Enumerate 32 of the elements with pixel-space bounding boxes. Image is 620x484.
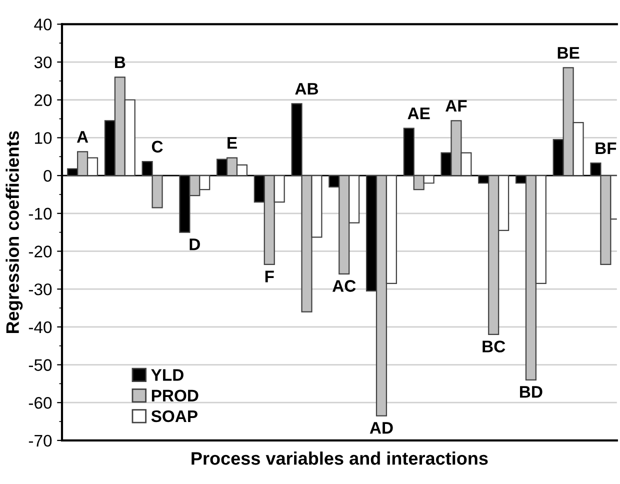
- legend-label: SOAP: [151, 410, 198, 422]
- y-axis-title: Regression coefficients: [6, 131, 23, 333]
- x-tick-label: BF: [596, 142, 616, 154]
- y-tick-label: -40: [28, 321, 52, 334]
- legend-label: PROD: [152, 390, 198, 402]
- y-tick-label: 10: [35, 132, 52, 144]
- y-tick-label: -70: [28, 434, 52, 447]
- y-tick-label: 40: [34, 18, 52, 30]
- x-tick-label: AD: [370, 422, 393, 434]
- x-tick-label: AC: [332, 280, 356, 292]
- x-tick-label: AB: [295, 83, 318, 95]
- y-tick-label: -10: [28, 208, 52, 220]
- x-tick-label: B: [115, 56, 126, 68]
- x-axis-title: Process variables and interactions: [192, 452, 488, 465]
- y-tick-label: -60: [28, 397, 52, 409]
- x-tick-label: E: [228, 137, 237, 149]
- y-tick-label: 30: [34, 56, 52, 68]
- y-tick-label: 20: [34, 94, 52, 106]
- x-tick-label: D: [190, 238, 200, 250]
- x-tick-label: BD: [520, 386, 542, 398]
- x-tick-label: C: [152, 140, 163, 153]
- x-tick-label: BC: [482, 340, 506, 352]
- x-tick-label: A: [76, 131, 88, 143]
- legend-label: YLD: [151, 369, 184, 381]
- y-tick-label: -50: [28, 359, 52, 371]
- x-tick-label: AE: [408, 108, 430, 120]
- y-tick-label: -30: [28, 283, 52, 296]
- y-tick-label: 0: [44, 170, 52, 182]
- x-tick-label: BE: [558, 47, 580, 59]
- x-tick-label: F: [265, 270, 274, 282]
- x-tick-label: AF: [446, 100, 467, 112]
- y-tick-label: -20: [28, 246, 52, 258]
